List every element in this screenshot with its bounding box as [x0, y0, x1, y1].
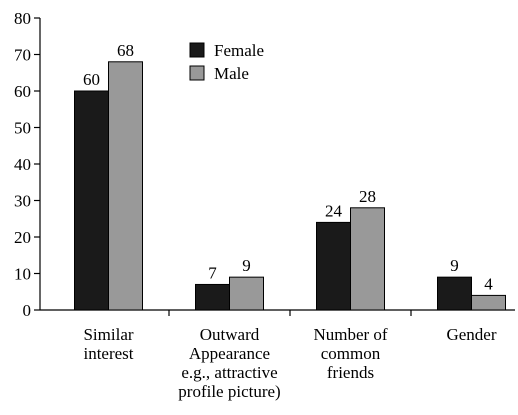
value-label: 60	[83, 70, 100, 89]
value-label: 7	[208, 263, 217, 282]
value-label: 9	[242, 256, 251, 275]
y-tick-label: 50	[14, 119, 31, 138]
y-tick-label: 80	[14, 9, 31, 28]
legend-label: Male	[214, 64, 249, 83]
bar	[229, 276, 264, 311]
y-tick-label: 70	[14, 46, 31, 65]
bar	[350, 207, 385, 311]
y-tick-label: 0	[23, 301, 32, 320]
x-tick-label: Similar interest	[83, 325, 133, 363]
bar	[195, 283, 230, 311]
value-label: 24	[325, 201, 343, 220]
value-label: 9	[450, 256, 459, 275]
y-tick-label: 20	[14, 228, 31, 247]
bar	[108, 61, 143, 311]
legend-swatch	[189, 65, 205, 81]
y-tick-label: 40	[14, 155, 31, 174]
bar	[471, 294, 506, 311]
legend-swatch	[189, 42, 205, 58]
value-label: 4	[484, 274, 493, 293]
y-tick-label: 60	[14, 82, 31, 101]
value-label: 68	[117, 41, 134, 60]
legend-label: Female	[214, 41, 264, 60]
x-tick-label: Number of common friends	[313, 325, 387, 382]
bar	[74, 90, 109, 311]
y-tick-label: 30	[14, 192, 31, 211]
y-tick-label: 10	[14, 265, 31, 284]
bar	[437, 276, 472, 311]
value-label: 28	[359, 187, 376, 206]
x-tick-label: Gender	[446, 325, 496, 344]
bar	[316, 221, 351, 311]
x-tick-label: Outward Appearance e.g., attractive profile…	[178, 325, 280, 401]
